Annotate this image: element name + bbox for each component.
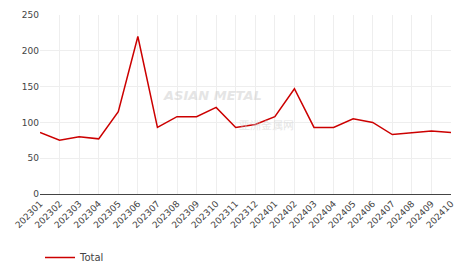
svg-text:Total: Total xyxy=(79,252,103,263)
svg-text:亚洲金属网: 亚洲金属网 xyxy=(239,119,294,132)
svg-text:202409: 202409 xyxy=(405,199,437,231)
svg-text:202407: 202407 xyxy=(366,199,397,230)
svg-text:ASIAN METAL: ASIAN METAL xyxy=(163,88,262,103)
svg-text:202302: 202302 xyxy=(33,199,64,230)
svg-text:202402: 202402 xyxy=(268,199,299,230)
svg-text:202404: 202404 xyxy=(307,199,339,231)
svg-text:202305: 202305 xyxy=(92,199,123,230)
svg-text:202312: 202312 xyxy=(229,199,260,230)
svg-text:202410: 202410 xyxy=(424,199,456,231)
svg-text:202406: 202406 xyxy=(346,199,378,231)
svg-text:200: 200 xyxy=(22,46,39,56)
svg-text:202303: 202303 xyxy=(52,199,83,230)
svg-text:202309: 202309 xyxy=(170,199,202,231)
svg-text:100: 100 xyxy=(22,118,39,128)
svg-text:202301: 202301 xyxy=(13,199,44,230)
svg-text:250: 250 xyxy=(22,10,39,20)
svg-text:202304: 202304 xyxy=(72,199,104,231)
svg-text:202403: 202403 xyxy=(287,199,318,230)
svg-text:202408: 202408 xyxy=(385,199,417,231)
svg-text:202401: 202401 xyxy=(248,199,279,230)
svg-text:50: 50 xyxy=(28,153,40,163)
svg-text:202310: 202310 xyxy=(189,199,221,231)
svg-text:150: 150 xyxy=(22,82,39,92)
svg-text:0: 0 xyxy=(33,189,39,199)
svg-text:202308: 202308 xyxy=(150,199,182,231)
svg-text:202306: 202306 xyxy=(111,199,143,231)
svg-text:202307: 202307 xyxy=(131,199,162,230)
svg-text:202311: 202311 xyxy=(209,199,240,230)
svg-text:202405: 202405 xyxy=(326,199,357,230)
